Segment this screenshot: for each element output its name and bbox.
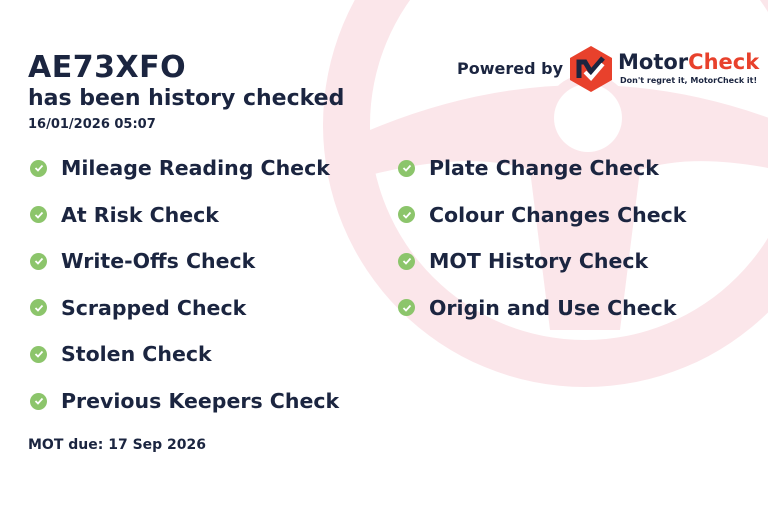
check-label: Colour Changes Check [429,202,687,227]
check-label: Stolen Check [61,342,212,367]
check-circle-icon [30,206,47,224]
vehicle-plate: AE73XFO [28,50,187,85]
check-label: MOT History Check [429,249,649,274]
check-label: At Risk Check [61,202,219,227]
check-label: Write-Offs Check [61,249,256,274]
check-item: At Risk Check [30,203,219,227]
mot-due: MOT due: 17 Sep 2026 [28,437,207,453]
check-circle-icon [30,345,47,363]
check-item: Write-Offs Check [30,249,255,273]
check-circle-icon [30,159,47,177]
motorcheck-logo-icon [570,46,612,92]
check-label: Scrapped Check [61,295,247,320]
check-item: Stolen Check [30,342,212,366]
check-label: Plate Change Check [429,156,659,180]
brand-tagline: Don't regret it, MotorCheck it! [620,76,758,85]
brand-part-motor: Motor [618,50,689,74]
powered-by-label: Powered by [457,59,563,78]
check-item: Colour Changes Check [398,203,686,227]
check-circle-icon [30,252,47,270]
check-item: Scrapped Check [30,296,246,320]
check-item: MOT History Check [398,249,648,273]
check-circle-icon [398,252,415,270]
check-item: Plate Change Check [398,156,659,180]
subtitle: has been history checked [28,86,345,111]
check-label: Previous Keepers Check [61,389,340,413]
check-timestamp: 16/01/2026 05:07 [28,117,156,132]
check-circle-icon [30,392,47,410]
check-item: Previous Keepers Check [30,389,339,413]
check-label: Origin and Use Check [429,295,677,320]
check-item: Mileage Reading Check [30,156,330,180]
check-circle-icon [398,299,415,317]
brand-part-check: Check [688,50,760,74]
check-circle-icon [398,159,415,177]
check-label: Mileage Reading Check [61,156,330,180]
check-item: Origin and Use Check [398,296,676,320]
check-circle-icon [30,299,47,317]
brand-name: MotorCheck [618,50,759,74]
check-circle-icon [398,206,415,224]
